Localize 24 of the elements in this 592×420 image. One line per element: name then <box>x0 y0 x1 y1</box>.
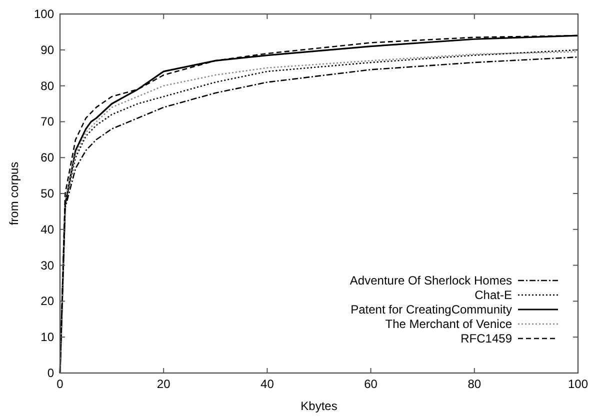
legend-label: Chat-E <box>474 288 512 302</box>
x-tick-label: 20 <box>156 377 171 391</box>
x-tick-label: 80 <box>468 377 482 391</box>
y-tick-label: 0 <box>47 366 54 380</box>
y-axis-title: from corpus <box>7 162 21 226</box>
y-tick-label: 60 <box>40 150 54 165</box>
y-tick-label: 80 <box>40 78 54 93</box>
x-tick-label: 60 <box>364 377 378 391</box>
x-tick-label: 40 <box>260 377 274 391</box>
y-tick-label: 50 <box>40 186 54 200</box>
y-tick-label: 30 <box>40 258 54 272</box>
legend-label: Adventure Of Sherlock Homes <box>350 274 512 288</box>
y-tick-label: 90 <box>40 42 54 57</box>
y-tick-label: 20 <box>40 294 54 308</box>
legend-label: RFC1459 <box>460 332 512 346</box>
x-axis-title: Kbytes <box>300 399 338 413</box>
y-tick-label: 10 <box>40 330 54 344</box>
x-tick-label: 0 <box>56 377 64 391</box>
x-tick-label: 100 <box>568 377 588 391</box>
legend-label: The Merchant of Venice <box>385 317 512 331</box>
legend-label: Patent for CreatingCommunity <box>350 302 512 316</box>
y-tick-label: 40 <box>40 222 54 236</box>
y-tick-label: 70 <box>40 114 54 129</box>
y-tick-label: 100 <box>34 7 54 21</box>
